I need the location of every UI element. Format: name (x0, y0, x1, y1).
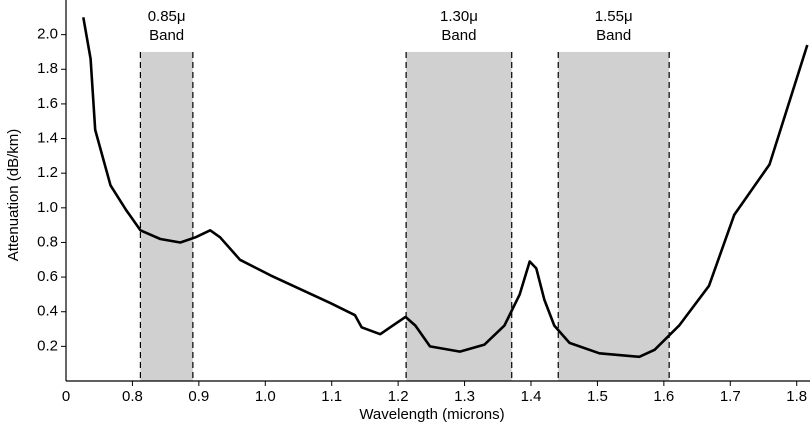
band (140, 51, 193, 382)
origin-label: 0 (62, 388, 70, 405)
y-tick-label: 1.2 (37, 164, 58, 181)
y-tick-label: 1.8 (37, 60, 58, 77)
band-label: 0.85μ (148, 8, 186, 25)
x-tick-label: 1.0 (255, 388, 276, 405)
x-tick-label: 1.5 (587, 388, 608, 405)
x-tick-label: 1.7 (720, 388, 741, 405)
x-tick-label: 1.6 (653, 388, 674, 405)
band-label: 1.30μ (440, 8, 478, 25)
x-tick-label: 1.4 (521, 388, 542, 405)
band (558, 51, 670, 382)
attenuation-curve (82, 17, 809, 359)
x-tick-label: 1.2 (388, 388, 409, 405)
x-tick-label: 1.8 (786, 388, 807, 405)
x-tick-label: 0.8 (122, 388, 143, 405)
y-tick-label: 2.0 (37, 26, 58, 43)
x-tick-label: 0.9 (188, 388, 209, 405)
y-tick-label: 0.2 (37, 337, 58, 354)
y-tick-label: 0.6 (37, 268, 58, 285)
y-tick-label: 0.8 (37, 233, 58, 250)
x-tick-label: 1.1 (321, 388, 342, 405)
band-sublabel: Band (596, 27, 631, 44)
x-tick-label: 1.3 (454, 388, 475, 405)
y-axis-label: Attenuation (dB/km) (5, 129, 22, 262)
y-tick-label: 1.4 (37, 130, 58, 147)
band (406, 51, 512, 382)
x-axis-label: Wavelength (microns) (359, 406, 504, 423)
band-sublabel: Band (441, 27, 476, 44)
y-tick-label: 0.4 (37, 303, 58, 320)
band-sublabel: Band (149, 27, 184, 44)
y-tick-label: 1.6 (37, 95, 58, 112)
y-tick-label: 1.0 (37, 199, 58, 216)
band-label: 1.55μ (595, 8, 633, 25)
